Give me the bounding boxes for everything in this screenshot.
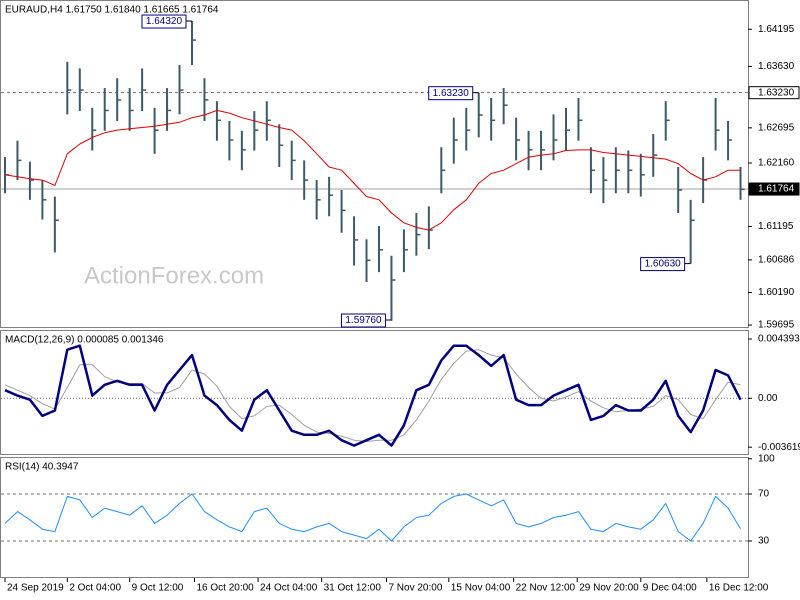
panel-frame [0,457,749,578]
y-tick-label: 1.62695 [758,122,795,133]
x-tick-label: 24 Sep 2019 [7,583,64,594]
y-tick-label: 100 [758,453,775,464]
x-tick-label: 9 Dec 04:00 [643,583,697,594]
level-label: 1.63230 [758,87,795,98]
panel-title: EURAUD,H4 1.61750 1.61840 1.61665 1.6176… [5,5,219,16]
x-tick-label: 7 Nov 20:00 [388,583,442,594]
y-tick-label: 1.61195 [758,221,794,232]
level-label-box [748,86,800,100]
y-tick-label: 1.59695 [758,320,795,331]
series-line [4,344,742,447]
series-line [4,349,741,442]
y-tick-label: -0.003619 [758,442,800,453]
y-tick-label: 1.62160 [758,158,795,169]
x-tick-label: 9 Oct 12:00 [132,583,184,594]
panel-title: RSI(14) 40.3947 [5,462,79,473]
annotation-box [428,86,474,101]
y-tick-label: 0.00 [758,393,778,404]
series-line [4,109,741,231]
y-tick-label: 1.60686 [758,255,795,266]
x-tick-label: 29 Nov 20:00 [579,583,639,594]
level-label-box [748,182,800,196]
y-tick-label: 30 [758,536,770,547]
annotation-label: 1.60630 [645,259,682,270]
level-label: 1.61764 [758,184,795,195]
x-tick-label: 16 Dec 12:00 [709,583,769,594]
y-tick-label: 1.63630 [758,61,795,72]
annotation-label: 1.63230 [433,88,470,99]
panel-frame [0,330,749,455]
series-line [4,493,741,542]
x-tick-label: 2 Oct 04:00 [69,583,121,594]
x-tick-label: 31 Oct 12:00 [324,583,382,594]
annotation-label: 1.59760 [345,315,382,326]
annotation-label: 1.64320 [146,16,183,27]
x-tick-label: 15 Nov 04:00 [451,583,511,594]
y-tick-label: 0.004393 [758,334,800,345]
x-tick-label: 22 Nov 12:00 [516,583,576,594]
x-tick-label: 16 Oct 20:00 [196,583,254,594]
x-tick-label: 24 Oct 04:00 [260,583,318,594]
annotation-box [141,14,187,29]
y-tick-label: 1.64195 [758,24,795,35]
y-tick-label: 70 [758,489,770,500]
annotation-box [640,257,686,272]
y-tick-label: 1.60190 [758,287,795,298]
panel-title: MACD(12,26,9) 0.000085 0.001346 [5,335,164,346]
annotation-box [340,313,386,328]
watermark: ActionForex.com [84,262,264,289]
